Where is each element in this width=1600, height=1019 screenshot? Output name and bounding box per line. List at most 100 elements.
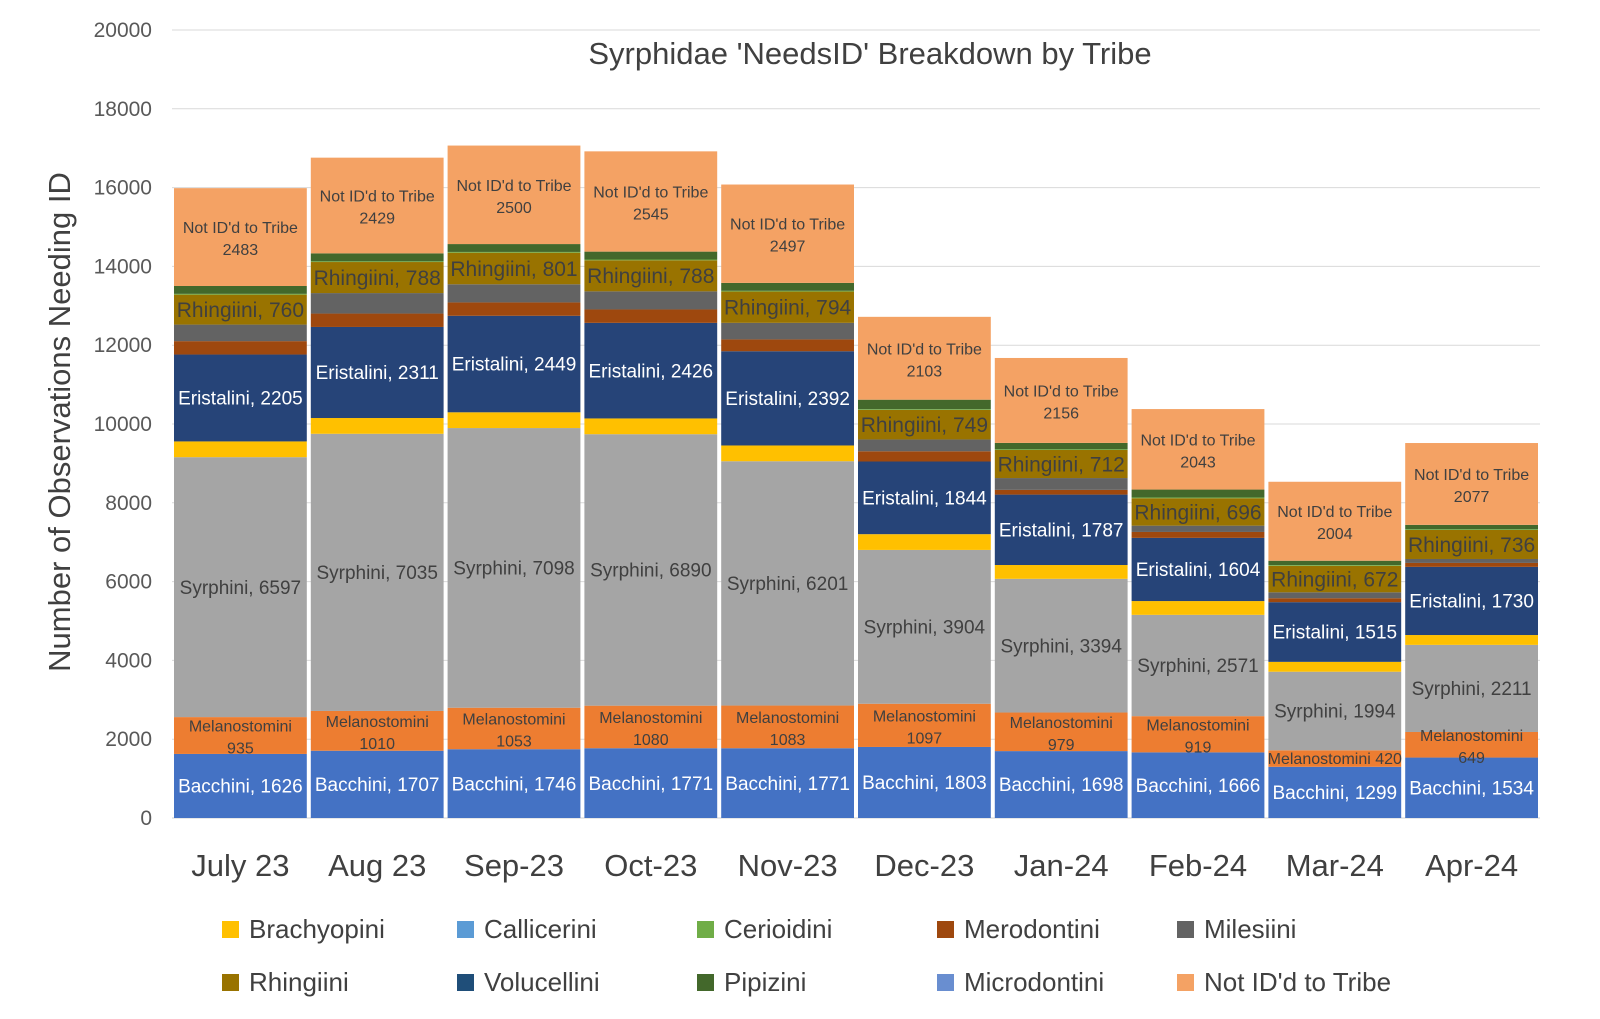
data-label: Bacchini, 1746 bbox=[452, 774, 577, 795]
data-label: Eristalini, 2311 bbox=[316, 363, 439, 384]
legend-label: Pipizini bbox=[724, 967, 807, 997]
bar-segment-milesiini bbox=[1131, 525, 1265, 532]
data-label: Melanostomini 420 bbox=[1268, 751, 1402, 768]
legend-label: Cerioidini bbox=[724, 914, 833, 944]
bar-segment-rhingiini bbox=[1405, 529, 1538, 559]
legend-label: Rhingiini bbox=[249, 967, 349, 997]
bar-stack-aug-23: Bacchini, 1707 Melanostomini 1010 Syrphini,… bbox=[310, 157, 444, 818]
bar-segment-not-id-d-to-tribe bbox=[721, 184, 854, 283]
data-label: Eristalini, 1730 bbox=[1409, 592, 1534, 613]
bar-stack-feb-24: Bacchini, 1666 Melanostomini 919 Syrphini, … bbox=[1131, 409, 1265, 818]
legend-swatch bbox=[1177, 921, 1194, 938]
bar-segment-merodontini bbox=[858, 451, 991, 462]
bar-segment-rhingiini bbox=[174, 294, 307, 325]
data-label: Rhingiini, 801 bbox=[450, 258, 577, 281]
bar-segment-cerioidini bbox=[310, 261, 444, 263]
bar-segment-brachyopini bbox=[858, 534, 991, 550]
x-tick-label: July 23 bbox=[191, 848, 289, 883]
data-label: Syrphini, 3904 bbox=[864, 617, 986, 638]
bar-segment-milesiini bbox=[447, 284, 581, 303]
bar-segment-not-id-d-to-tribe bbox=[584, 151, 718, 252]
x-tick-label: Sep-23 bbox=[464, 848, 564, 883]
bar-segment-pipizini bbox=[584, 251, 718, 260]
bar-segment-merodontini bbox=[174, 341, 307, 355]
data-label: Rhingiini, 788 bbox=[587, 265, 714, 288]
bar-segment-syrphini bbox=[1405, 644, 1538, 732]
data-label: Bacchini, 1698 bbox=[999, 775, 1124, 796]
bar-segment-not-id-d-to-tribe bbox=[994, 357, 1128, 443]
x-tick-label: Apr-24 bbox=[1425, 848, 1518, 883]
bar-segment-pipizini bbox=[1268, 560, 1402, 566]
bar-segment-bacchini bbox=[447, 749, 581, 818]
bar-segment-melanostomini bbox=[584, 705, 718, 749]
data-label: Eristalini, 2205 bbox=[178, 389, 303, 410]
bar-segment-eristalini bbox=[174, 354, 307, 442]
bar-segment-bacchini bbox=[858, 746, 991, 818]
bar-segment-syrphini bbox=[310, 433, 444, 711]
bar-segment-bacchini bbox=[584, 748, 718, 818]
legend-item-microdontini: Microdontini bbox=[937, 967, 1104, 998]
bar-segment-merodontini bbox=[721, 339, 854, 352]
bar-segment-cerioidini bbox=[1268, 565, 1402, 566]
bar-segment-cerioidini bbox=[721, 290, 854, 292]
legend-label: Merodontini bbox=[964, 914, 1100, 944]
data-label: Bacchini, 1803 bbox=[862, 773, 987, 794]
data-label: Rhingiini, 672 bbox=[1271, 568, 1398, 591]
bar-segment-brachyopini bbox=[584, 418, 718, 435]
bar-segment-melanostomini bbox=[721, 705, 854, 749]
bar-segment-melanostomini bbox=[1131, 716, 1265, 753]
bar-segment-not-id-d-to-tribe bbox=[447, 145, 581, 245]
bar-segment-cerioidini bbox=[858, 409, 991, 410]
legend-swatch bbox=[457, 921, 474, 938]
legend-swatch bbox=[697, 921, 714, 938]
data-label: Eristalini, 2449 bbox=[452, 355, 577, 376]
data-label: Eristalini, 1844 bbox=[862, 488, 987, 509]
data-label: Melanostomini 1080 bbox=[599, 710, 702, 749]
data-label: Syrphini, 2211 bbox=[1412, 679, 1532, 700]
bar-segment-merodontini bbox=[1268, 598, 1402, 603]
legend-item-pipizini: Pipizini bbox=[697, 967, 806, 998]
y-tick-label: 0 bbox=[140, 807, 152, 830]
bar-segment-eristalini bbox=[584, 322, 718, 419]
bar-segment-brachyopini bbox=[994, 565, 1128, 579]
data-label: Not ID'd to Tribe 2103 bbox=[867, 341, 982, 380]
bar-stack-nov-23: Bacchini, 1771 Melanostomini 1083 Syrphini,… bbox=[721, 184, 854, 818]
x-tick-label: Aug 23 bbox=[328, 848, 426, 883]
data-label: Not ID'd to Tribe 2156 bbox=[1004, 383, 1119, 422]
data-label: Rhingiini, 712 bbox=[998, 453, 1125, 476]
bar-segment-cerioidini bbox=[584, 259, 718, 261]
bar-segment-melanostomini bbox=[858, 703, 991, 747]
bar-segment-melanostomini bbox=[174, 717, 307, 754]
legend-item-callicerini: Callicerini bbox=[457, 914, 597, 945]
legend-swatch bbox=[457, 974, 474, 991]
data-label: Bacchini, 1534 bbox=[1409, 778, 1534, 799]
bar-segment-cerioidini bbox=[447, 251, 581, 253]
legend-item-volucellini: Volucellini bbox=[457, 967, 600, 998]
y-tick-label: 16000 bbox=[94, 177, 152, 200]
data-label: Syrphini, 1994 bbox=[1274, 702, 1396, 723]
y-tick-label: 2000 bbox=[105, 728, 152, 751]
data-label: Eristalini, 2426 bbox=[588, 361, 713, 382]
data-label: Bacchini, 1666 bbox=[1136, 776, 1261, 797]
bar-segment-milesiini bbox=[721, 322, 854, 340]
bar-segment-rhingiini bbox=[858, 409, 991, 440]
bar-segment-cerioidini bbox=[994, 449, 1128, 451]
bar-segment-brachyopini bbox=[174, 441, 307, 458]
bar-segment-syrphini bbox=[174, 457, 307, 718]
bar-stack-mar-24: Bacchini, 1299 Melanostomini 420 Syrphini,… bbox=[1268, 481, 1402, 818]
bar-segment-bacchini bbox=[1131, 752, 1265, 818]
y-tick-label: 4000 bbox=[105, 649, 152, 672]
bar-segment-merodontini bbox=[584, 309, 718, 323]
data-label: Melanostomini 1010 bbox=[326, 714, 429, 753]
data-label: Not ID'd to Tribe 2077 bbox=[1414, 467, 1529, 506]
data-label: Rhingiini, 794 bbox=[724, 297, 852, 320]
bar-segment-rhingiini bbox=[310, 262, 444, 294]
legend-swatch bbox=[222, 921, 239, 938]
bar-segment-eristalini bbox=[858, 461, 991, 535]
bar-segment-eristalini bbox=[447, 315, 581, 413]
data-label: Not ID'd to Tribe 2500 bbox=[456, 178, 571, 217]
bar-segment-merodontini bbox=[1131, 531, 1265, 538]
bar-segment-bacchini bbox=[994, 751, 1128, 818]
y-tick-label: 20000 bbox=[94, 19, 152, 42]
